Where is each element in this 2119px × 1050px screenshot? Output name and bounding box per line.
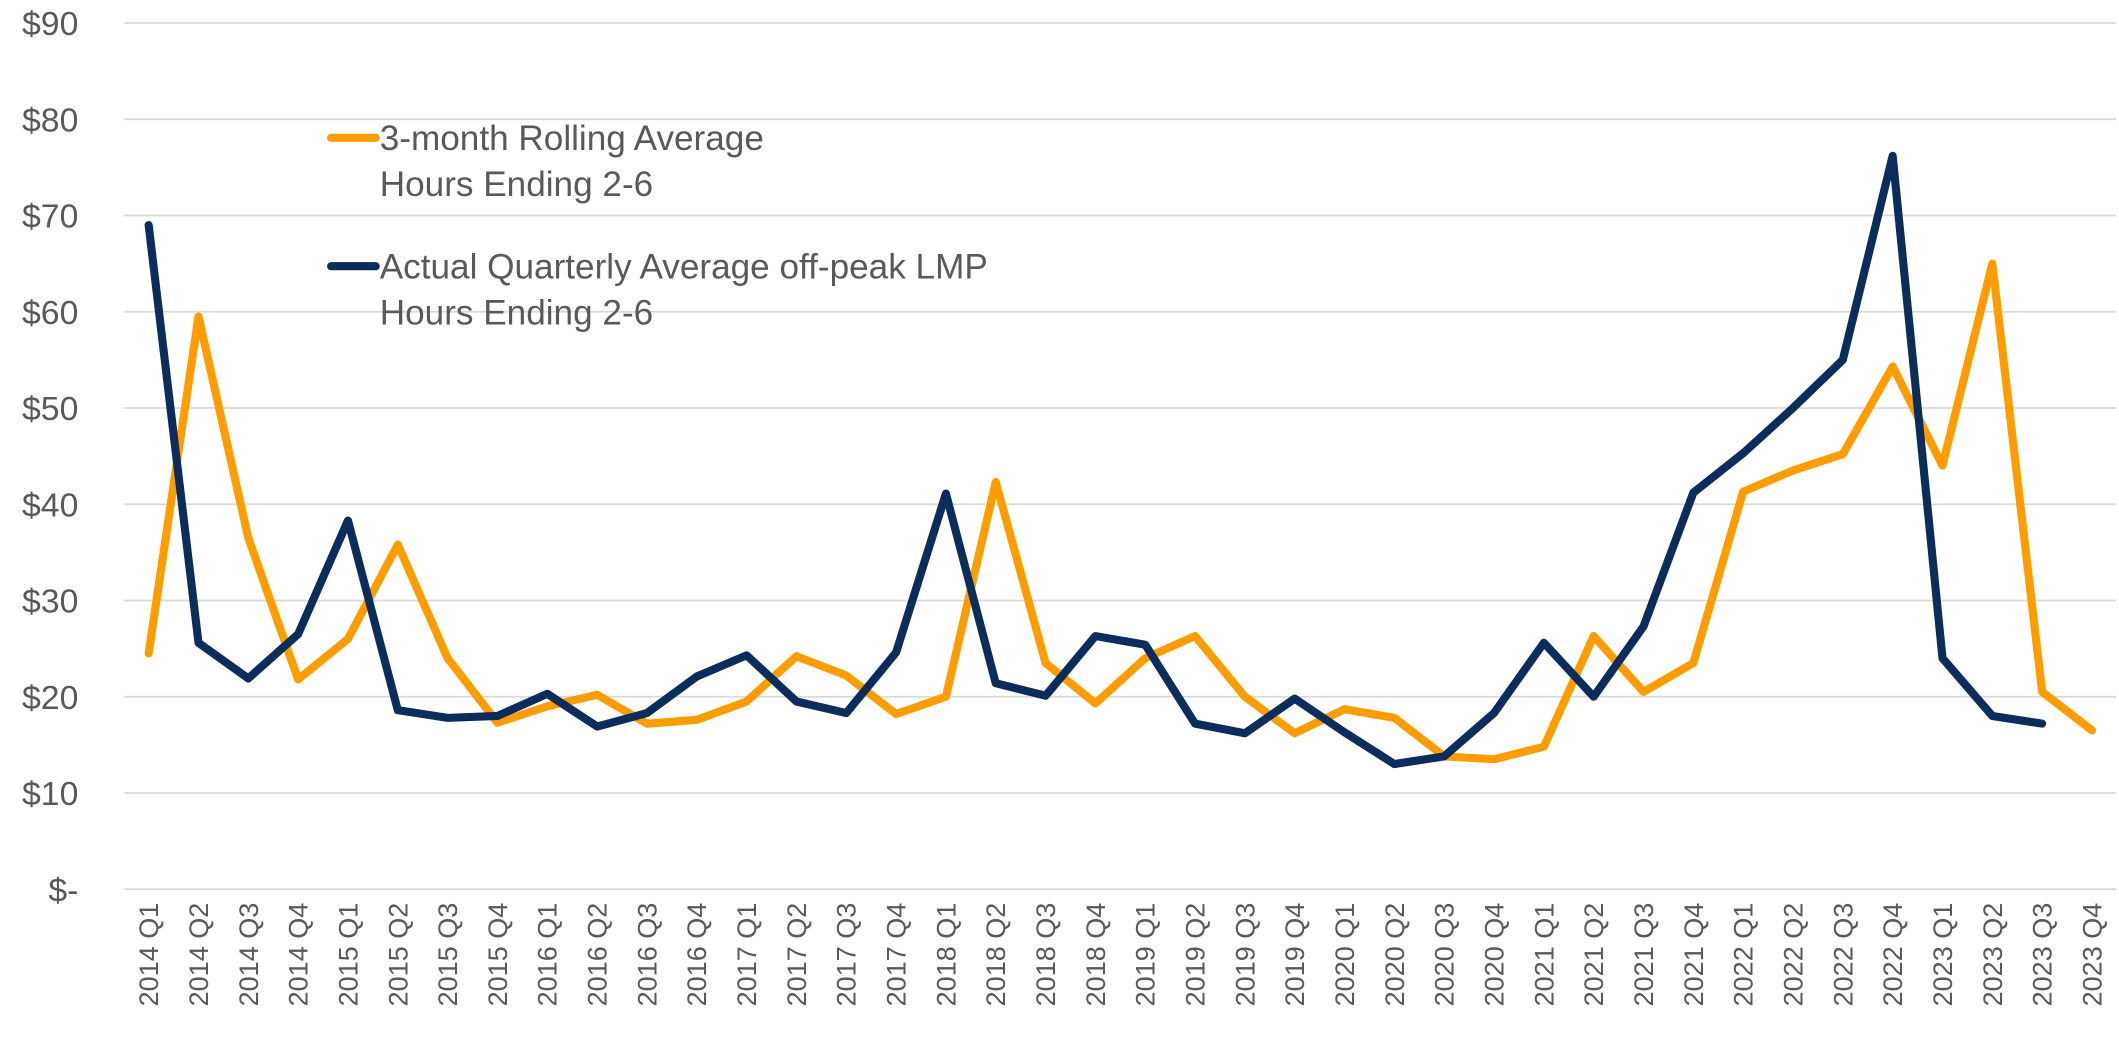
x-tick-label: 2018 Q1 [931, 903, 961, 1007]
y-tick-label: $10 [22, 775, 78, 813]
x-tick-label: 2019 Q3 [1230, 903, 1260, 1007]
x-tick-label: 2016 Q3 [632, 903, 662, 1007]
x-tick-label: 2018 Q2 [981, 903, 1011, 1007]
x-tick-label: 2015 Q1 [333, 903, 363, 1007]
x-tick-label: 2017 Q4 [882, 903, 912, 1007]
x-tick-label: 2021 Q2 [1579, 903, 1609, 1007]
y-tick-label: $90 [22, 5, 78, 43]
x-tick-label: 2023 Q2 [1978, 903, 2008, 1007]
x-tick-label: 2015 Q4 [483, 903, 513, 1007]
x-tick-label: 2014 Q3 [234, 903, 264, 1007]
x-tick-label: 2023 Q3 [2028, 903, 2058, 1007]
x-tick-label: 2016 Q2 [583, 903, 613, 1007]
y-tick-label: $80 [22, 101, 78, 139]
x-tick-label: 2023 Q1 [1928, 903, 1958, 1007]
x-tick-label: 2019 Q1 [1131, 903, 1161, 1007]
x-tick-label: 2023 Q4 [2077, 903, 2107, 1007]
x-tick-label: 2014 Q2 [184, 903, 214, 1007]
x-tick-label: 2015 Q2 [383, 903, 413, 1007]
y-tick-label: $- [48, 871, 78, 909]
line-series [144, 259, 2097, 764]
legend-entry: Actual Quarterly Average off-peak LMP Ho… [379, 245, 988, 333]
x-tick-label: 2014 Q1 [134, 903, 164, 1007]
y-tick-label: $30 [22, 583, 78, 621]
x-tick-label: 2021 Q1 [1529, 903, 1559, 1007]
x-tick-label: 2014 Q4 [284, 903, 314, 1007]
x-tick-label: 2017 Q1 [732, 903, 762, 1007]
line-series [144, 151, 2047, 769]
x-tick-label: 2020 Q3 [1430, 903, 1460, 1007]
y-tick-label: $70 [22, 198, 78, 236]
x-tick-label: 2017 Q3 [832, 903, 862, 1007]
x-tick-label: 2016 Q4 [682, 903, 712, 1007]
x-tick-label: 2022 Q4 [1878, 903, 1908, 1007]
legend-label: 3-month Rolling Average Hours Ending 2-6 [379, 117, 764, 205]
x-tick-label: 2021 Q4 [1679, 903, 1709, 1007]
x-tick-label: 2020 Q2 [1380, 903, 1410, 1007]
x-tick-label: 2015 Q3 [433, 903, 463, 1007]
x-tick-label: 2022 Q1 [1729, 903, 1759, 1007]
x-tick-label: 2017 Q2 [782, 903, 812, 1007]
y-tick-label: $50 [22, 390, 78, 428]
x-tick-label: 2018 Q4 [1081, 903, 1111, 1007]
x-tick-label: 2022 Q2 [1778, 903, 1808, 1007]
x-tick-label: 2019 Q2 [1181, 903, 1211, 1007]
y-tick-label: $60 [22, 294, 78, 332]
x-tick-label: 2020 Q4 [1479, 903, 1509, 1007]
legend-entry: 3-month Rolling Average Hours Ending 2-6 [379, 117, 764, 205]
x-tick-label: 2019 Q4 [1280, 903, 1310, 1007]
x-tick-label: 2021 Q3 [1629, 903, 1659, 1007]
x-tick-label: 2018 Q3 [1031, 903, 1061, 1007]
legend-label: Actual Quarterly Average off-peak LMP Ho… [379, 245, 988, 333]
x-tick-label: 2020 Q1 [1330, 903, 1360, 1007]
x-tick-label: 2016 Q1 [533, 903, 563, 1007]
x-tick-label: 2022 Q3 [1828, 903, 1858, 1007]
y-tick-label: $20 [22, 679, 78, 717]
y-tick-label: $40 [22, 486, 78, 524]
